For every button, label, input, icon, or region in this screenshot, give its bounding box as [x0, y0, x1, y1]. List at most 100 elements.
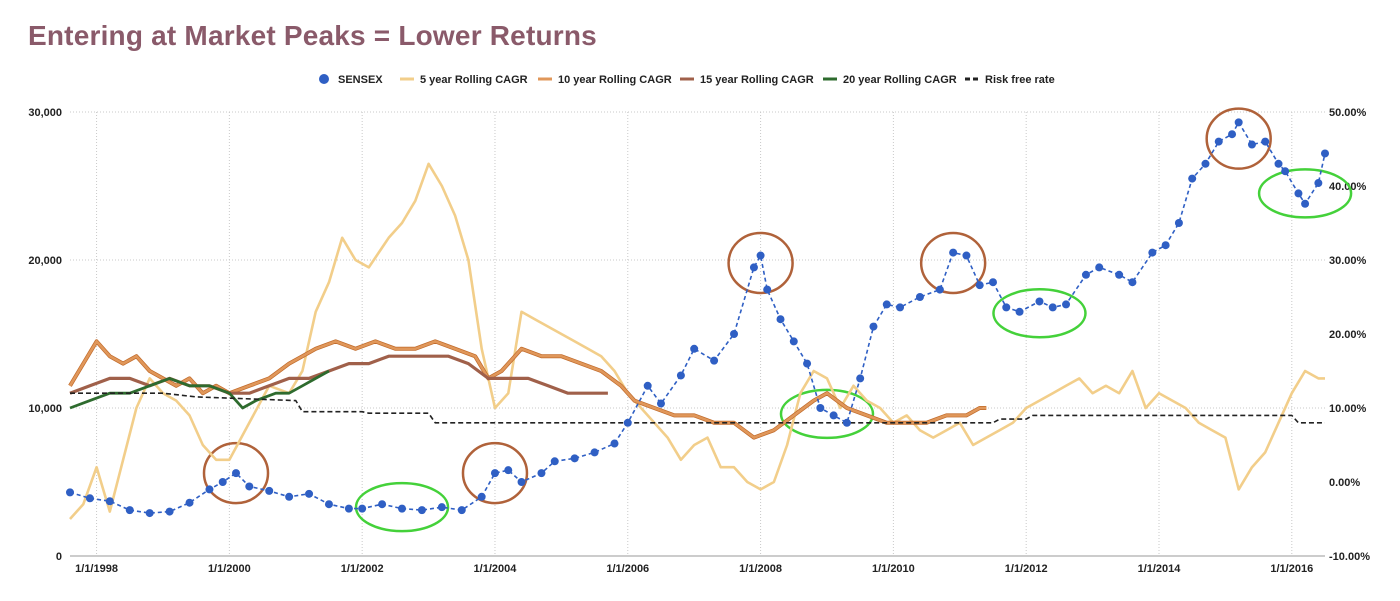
x-tick-label: 1/1/2010	[872, 563, 915, 575]
x-tick-label: 1/1/1998	[75, 563, 118, 575]
sensex-point	[550, 457, 559, 466]
y-left-tick-label: 20,000	[28, 255, 62, 267]
y-right-tick-label: -10.00%	[1329, 551, 1370, 563]
sensex-point	[988, 278, 997, 287]
chart-title: Entering at Market Peaks = Lower Returns	[28, 20, 597, 51]
sensex-point	[1128, 278, 1137, 287]
peak-circle	[461, 441, 529, 505]
grid	[70, 111, 1325, 557]
sensex-point	[915, 293, 924, 301]
sensex-point	[245, 482, 254, 491]
trough-circle	[1257, 168, 1353, 219]
trough-circle	[779, 388, 875, 440]
sensex-point	[358, 504, 367, 513]
sensex-point	[145, 509, 154, 518]
y-right-tick-label: 20.00%	[1329, 329, 1367, 341]
legend-label-15-year-rolling-cagr: 15 year Rolling CAGR	[700, 74, 814, 86]
sensex-point	[1035, 297, 1044, 306]
sensex-point	[1201, 159, 1210, 168]
axes: 0 10,000 20,000 30,000 -10.00% 0.00% 10.00% 20.…	[28, 107, 1370, 575]
sensex-point	[1261, 137, 1270, 146]
x-tick-label: 1/1/2006	[606, 563, 649, 575]
sensex-point	[305, 489, 314, 498]
sensex-point	[398, 504, 407, 513]
sensex-point	[676, 371, 685, 380]
x-tick-label: 1/1/2016	[1270, 563, 1313, 575]
peak-circle	[1205, 107, 1272, 170]
sensex-point	[324, 500, 333, 509]
sensex-point	[816, 404, 825, 412]
sensex-point	[1314, 179, 1323, 188]
sensex-point	[803, 359, 812, 368]
sensex-point	[829, 411, 838, 420]
sensex-point	[949, 248, 958, 257]
sensex-point	[517, 478, 526, 486]
sensex-point	[265, 486, 274, 495]
x-tick-label: 1/1/2002	[341, 563, 384, 575]
legend-label-risk-free-rate: Risk free rate	[985, 74, 1055, 86]
sensex-point	[975, 281, 984, 290]
sensex-point	[344, 504, 353, 513]
sensex-point	[730, 330, 739, 338]
peak-circle	[202, 441, 270, 505]
legend-label-10-year-rolling-cagr: 10 year Rolling CAGR	[558, 74, 672, 86]
series-line-15-year-rolling-cagr	[69, 354, 608, 395]
trough-circle	[354, 481, 450, 533]
sensex-point	[842, 418, 851, 427]
sensex-point	[477, 492, 486, 501]
sensex-point	[1015, 307, 1024, 316]
legend-swatch-sensex	[319, 74, 329, 84]
y-right-tick-label: 0.00%	[1329, 477, 1360, 489]
sensex-point	[590, 448, 599, 457]
sensex-point	[457, 506, 466, 515]
sensex-point	[1294, 189, 1303, 198]
sensex-point	[417, 506, 426, 515]
sensex-point	[1161, 241, 1170, 250]
sensex-point	[1048, 303, 1057, 312]
sensex-point	[896, 303, 905, 312]
sensex-point	[232, 469, 241, 478]
sensex-point	[856, 374, 865, 383]
sensex-point	[1301, 199, 1310, 208]
sensex-point	[789, 337, 798, 346]
sensex-point	[1081, 270, 1090, 279]
sensex-point	[285, 492, 294, 501]
legend-label-20-year-rolling-cagr: 20 year Rolling CAGR	[843, 74, 957, 86]
sensex-point	[749, 263, 758, 272]
sensex-point	[1234, 118, 1243, 127]
sensex-point	[1062, 300, 1071, 309]
sensex-point	[165, 507, 174, 516]
series-line-sensex	[69, 121, 1326, 514]
series-line-risk-free-rate	[70, 392, 1325, 424]
x-tick-label: 1/1/2008	[739, 563, 782, 575]
x-tick-label: 1/1/2004	[474, 563, 518, 575]
sensex-point	[1002, 303, 1011, 312]
sensex-point	[962, 251, 971, 260]
trough-circle	[992, 288, 1087, 339]
sensex-point	[690, 344, 699, 353]
sensex-point	[656, 399, 665, 408]
sensex-point	[570, 454, 579, 463]
sensex-point	[935, 285, 944, 294]
sensex-point	[1247, 140, 1256, 149]
sensex-point	[756, 251, 765, 260]
sensex-point	[882, 300, 891, 309]
x-tick-label: 1/1/2000	[208, 563, 251, 575]
y-left-tick-label: 30,000	[28, 107, 62, 119]
x-tick-label: 1/1/2014	[1138, 563, 1182, 575]
sensex-point	[1228, 130, 1237, 139]
sensex-point	[869, 322, 878, 331]
sensex-point	[1095, 263, 1104, 272]
sensex-point	[537, 469, 546, 478]
sensex-point	[105, 497, 114, 506]
y-right-tick-label: 40.00%	[1329, 181, 1367, 193]
series-line-10-year-rolling-cagr	[68, 340, 987, 439]
y-right-tick-label: 10.00%	[1329, 403, 1367, 415]
legend-label-sensex: SENSEX	[338, 74, 383, 86]
sensex-point	[1321, 149, 1329, 158]
sensex-point	[776, 315, 785, 324]
sensex-point	[1148, 248, 1157, 257]
sensex-point	[610, 439, 619, 448]
series-line-5-year-rolling-cagr	[69, 162, 1325, 520]
